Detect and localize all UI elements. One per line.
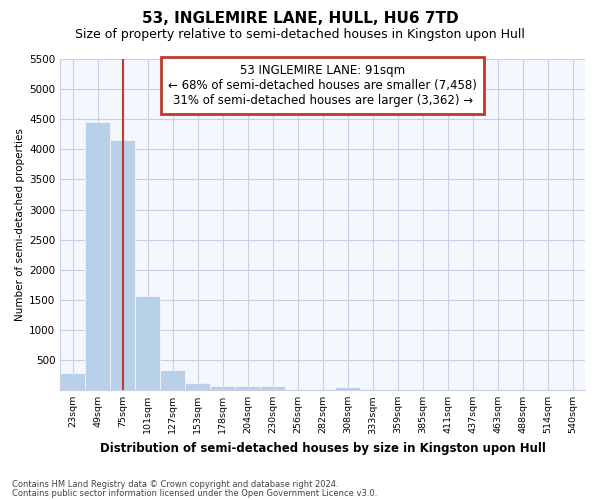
Text: Size of property relative to semi-detached houses in Kingston upon Hull: Size of property relative to semi-detach…	[75, 28, 525, 41]
Bar	[135, 296, 160, 390]
Text: Contains public sector information licensed under the Open Government Licence v3: Contains public sector information licen…	[12, 488, 377, 498]
Bar	[160, 370, 185, 390]
Bar	[110, 140, 135, 390]
Text: 53, INGLEMIRE LANE, HULL, HU6 7TD: 53, INGLEMIRE LANE, HULL, HU6 7TD	[142, 11, 458, 26]
Bar	[85, 122, 110, 390]
Bar	[60, 374, 85, 390]
Text: 53 INGLEMIRE LANE: 91sqm
← 68% of semi-detached houses are smaller (7,458)
31% o: 53 INGLEMIRE LANE: 91sqm ← 68% of semi-d…	[168, 64, 477, 107]
Bar	[185, 383, 210, 390]
Text: Contains HM Land Registry data © Crown copyright and database right 2024.: Contains HM Land Registry data © Crown c…	[12, 480, 338, 489]
Bar	[210, 386, 235, 390]
Bar	[335, 386, 360, 390]
Bar	[260, 386, 285, 390]
Y-axis label: Number of semi-detached properties: Number of semi-detached properties	[15, 128, 25, 321]
X-axis label: Distribution of semi-detached houses by size in Kingston upon Hull: Distribution of semi-detached houses by …	[100, 442, 545, 455]
Bar	[235, 386, 260, 390]
